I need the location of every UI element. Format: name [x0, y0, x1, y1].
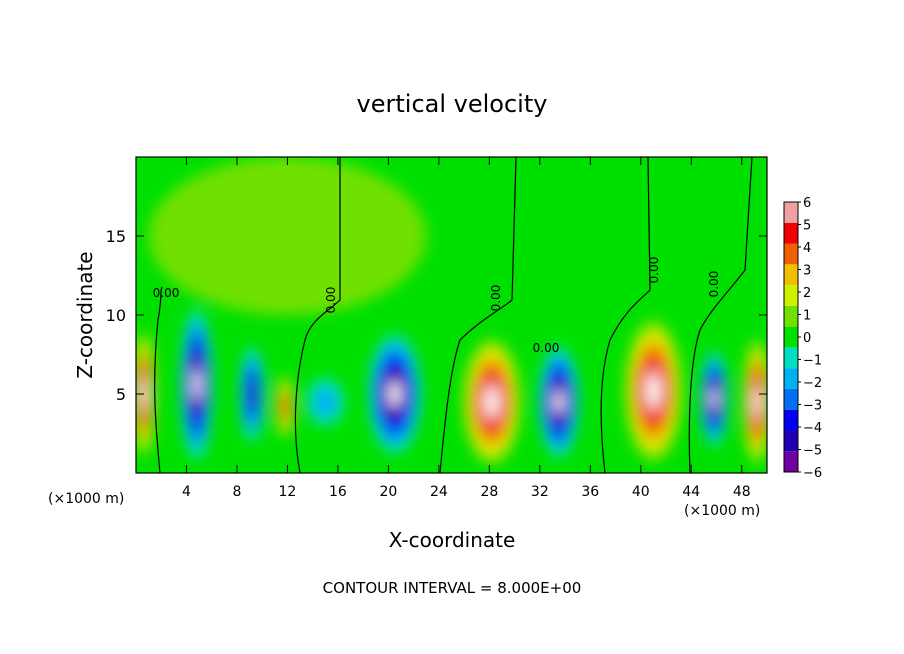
- field-cell: [647, 375, 660, 406]
- x-tick-label: 48: [733, 484, 751, 500]
- contour-label: 0.00: [707, 271, 721, 298]
- y-tick-label: 5: [116, 385, 126, 404]
- colorbar-segment: [784, 409, 798, 431]
- x-tick-label: 28: [480, 484, 498, 500]
- field-cell: [485, 388, 498, 416]
- field-cell: [282, 397, 288, 416]
- field-cell: [389, 381, 401, 407]
- contour-label: 0.00: [153, 286, 180, 300]
- colorbar-tick-label: 6: [803, 196, 811, 211]
- zero-contour-line: [600, 157, 651, 473]
- colorbar-tick-label: −3: [803, 399, 822, 414]
- colorbar-segment: [784, 368, 798, 389]
- zero-contour-lines: [154, 157, 753, 473]
- colorbar-tick-label: 4: [803, 241, 811, 256]
- colorbar-tick-label: 5: [803, 219, 811, 234]
- colorbar-tick-label: −1: [803, 354, 822, 369]
- plot-area: 0.00 0.00 0.00 0.00 0.00 0.00: [136, 157, 767, 473]
- x-tick-label: 8: [232, 484, 241, 500]
- colorbar-segment: [784, 388, 798, 410]
- x-tick-label: 16: [329, 484, 347, 500]
- x-tick-label: 32: [531, 484, 549, 500]
- colorbar-tick-label: 1: [803, 309, 811, 324]
- field-cell: [554, 390, 564, 414]
- contour-label: 0.00: [489, 285, 503, 312]
- zero-contour-line: [154, 286, 163, 473]
- field-cells: [136, 157, 767, 466]
- zero-contour-line: [294, 157, 341, 473]
- field-cell: [711, 388, 717, 409]
- y-tick-label: 10: [106, 306, 126, 325]
- x-tick-label: 12: [279, 484, 297, 500]
- contour-labels: 0.00 0.00 0.00 0.00 0.00 0.00: [153, 257, 721, 355]
- colorbar-tick-label: −6: [803, 466, 822, 481]
- x-tick-label: 24: [430, 484, 448, 500]
- x-tick-label: 44: [682, 484, 700, 500]
- colorbar: 6 5 4 3 2 1 0 −1 −2 −3 −4 −5 −6: [783, 196, 822, 481]
- colorbar-tick-label: −2: [803, 376, 822, 391]
- colorbar-segment: [784, 451, 798, 472]
- colorbar-segment: [784, 243, 798, 265]
- colorbar-segment: [784, 326, 798, 348]
- colorbar-tick-label: 3: [803, 264, 811, 279]
- colorbar-segment: [784, 264, 798, 286]
- colorbar-tick-label: 0: [803, 331, 811, 346]
- x-tick-label: 40: [632, 484, 650, 500]
- x-unit-right: (×1000 m): [684, 503, 760, 519]
- y-axis-label: Z-coordinate: [73, 251, 97, 378]
- chart-title: vertical velocity: [357, 90, 548, 118]
- colorbar-tick-label: 2: [803, 286, 811, 301]
- zero-contour-line: [688, 157, 753, 473]
- x-axis: 4 8 12 16 20 24 28 32 36 40 44 48: [182, 157, 751, 500]
- x-axis-label: X-coordinate: [389, 528, 516, 552]
- colorbar-segment: [784, 202, 798, 223]
- field-cell: [313, 387, 337, 417]
- colorbar-tick-label: −4: [803, 421, 822, 436]
- colorbar-segment: [784, 430, 798, 452]
- field-cell: [248, 380, 256, 408]
- field-cell: [753, 388, 760, 416]
- colorbar-segment: [784, 347, 798, 369]
- y-tick-label: 15: [106, 227, 126, 246]
- colorbar-segment: [784, 305, 798, 327]
- zero-contour-line: [439, 157, 517, 473]
- x-tick-label: 4: [182, 484, 191, 500]
- field-cell: [148, 157, 427, 315]
- colorbar-segment: [784, 222, 798, 244]
- colorbar-segment: [784, 285, 798, 306]
- contour-label: 0.00: [324, 287, 338, 314]
- contour-interval-note: CONTOUR INTERVAL = 8.000E+00: [323, 579, 582, 597]
- x-unit-left: (×1000 m): [48, 491, 124, 507]
- field-cell: [193, 368, 201, 401]
- colorbar-tick-label: −5: [803, 444, 822, 459]
- x-tick-label: 20: [379, 484, 397, 500]
- contour-label: 0.00: [647, 257, 661, 284]
- contour-label: 0.00: [533, 341, 560, 355]
- x-tick-label: 36: [581, 484, 599, 500]
- y-axis: 5 10 15: [106, 227, 767, 404]
